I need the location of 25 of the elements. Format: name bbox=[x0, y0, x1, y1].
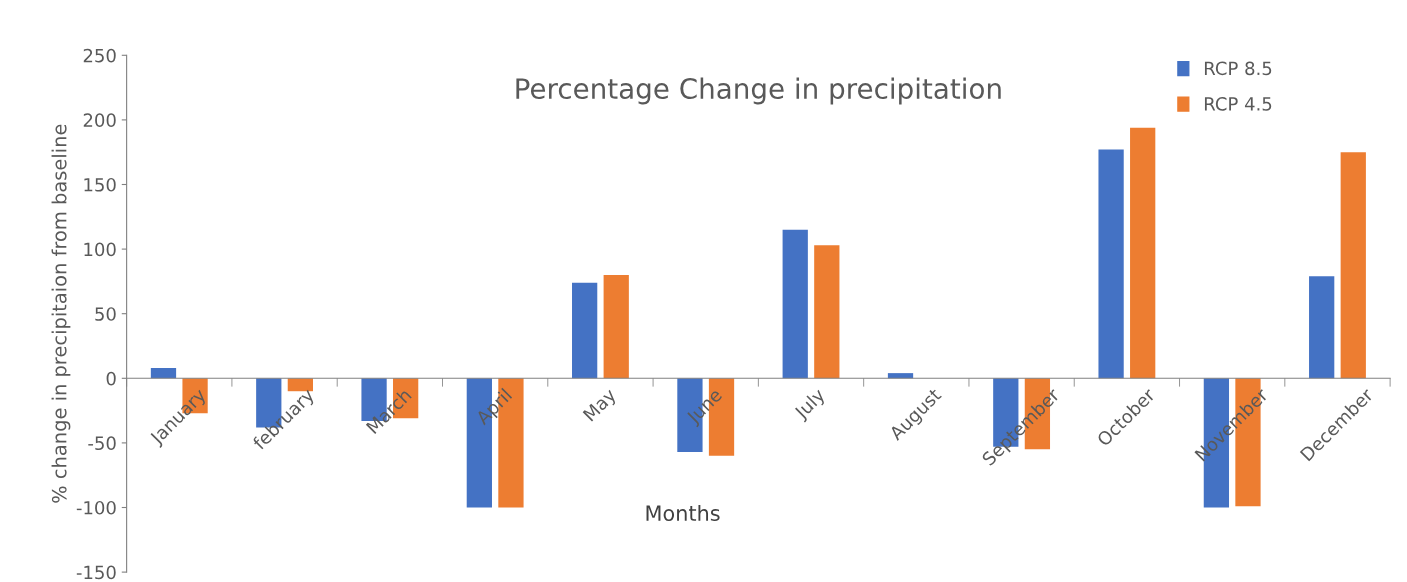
y-tick-label: -50 bbox=[88, 436, 116, 451]
y-tick-label: 250 bbox=[83, 48, 116, 63]
bar bbox=[782, 229, 808, 379]
bar bbox=[150, 367, 177, 379]
legend-label: RCP 4.5 bbox=[1204, 97, 1272, 111]
y-axis-title: % change in precipitaion from baseline bbox=[51, 124, 71, 503]
bar bbox=[287, 378, 313, 392]
bar bbox=[1340, 152, 1366, 379]
y-tick-label: 0 bbox=[106, 371, 116, 386]
bar bbox=[814, 245, 840, 379]
y-tick-label: -150 bbox=[76, 565, 116, 580]
bar bbox=[1130, 127, 1156, 379]
bar bbox=[572, 282, 598, 379]
y-tick-label: 50 bbox=[95, 307, 116, 321]
x-axis-title: Months bbox=[646, 504, 720, 522]
y-tick-label: -100 bbox=[76, 500, 116, 515]
bar bbox=[1098, 149, 1124, 379]
text: Percentage Change in precipitation bbox=[516, 77, 1001, 105]
y-tick-label: 200 bbox=[83, 113, 116, 128]
bar bbox=[1309, 276, 1335, 379]
y-tick-label: 150 bbox=[84, 177, 116, 192]
legend-label: RCP 8.5 bbox=[1204, 61, 1272, 76]
y-tick-label: 100 bbox=[84, 242, 116, 257]
bar bbox=[887, 373, 914, 379]
bar bbox=[603, 274, 629, 379]
